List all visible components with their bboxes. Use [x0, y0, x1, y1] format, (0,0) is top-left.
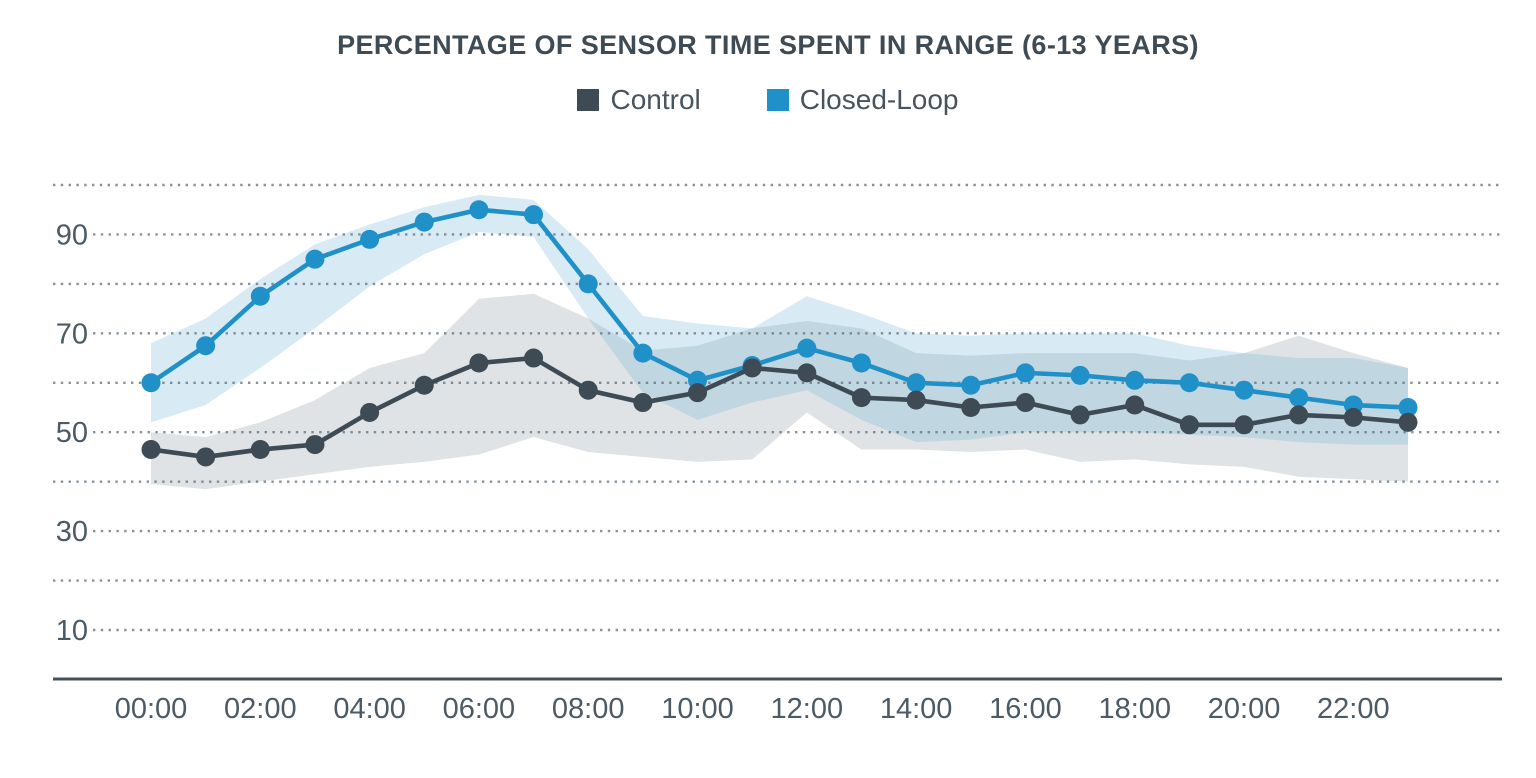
svg-text:10: 10: [56, 615, 88, 647]
svg-text:12:00: 12:00: [771, 693, 844, 725]
svg-text:02:00: 02:00: [224, 693, 297, 725]
svg-text:06:00: 06:00: [443, 693, 516, 725]
control-swatch-icon: [577, 89, 600, 111]
legend-item-control: Control: [577, 84, 701, 116]
chart-title: PERCENTAGE OF SENSOR TIME SPENT IN RANGE…: [337, 30, 1199, 60]
svg-text:70: 70: [56, 318, 88, 350]
svg-text:08:00: 08:00: [552, 693, 625, 725]
control-points: [141, 348, 1418, 467]
legend-label-closed-loop: Closed-Loop: [799, 84, 959, 115]
svg-text:18:00: 18:00: [1098, 693, 1171, 725]
closed-loop-points: [141, 200, 1418, 417]
legend-item-closed-loop: Closed-Loop: [766, 84, 959, 116]
legend: Control Closed-Loop: [0, 84, 1536, 116]
svg-text:22:00: 22:00: [1317, 693, 1390, 725]
svg-text:10:00: 10:00: [661, 693, 734, 725]
svg-text:04:00: 04:00: [333, 693, 406, 725]
confidence-bands: [151, 194, 1408, 490]
legend-label-control: Control: [610, 84, 701, 115]
svg-text:50: 50: [56, 417, 88, 449]
svg-text:30: 30: [56, 516, 88, 548]
svg-text:14:00: 14:00: [880, 693, 953, 725]
svg-text:90: 90: [56, 219, 88, 251]
svg-text:00:00: 00:00: [115, 693, 188, 725]
svg-text:16:00: 16:00: [989, 693, 1062, 725]
y-tick-labels: 10 30 50 70 90: [56, 219, 88, 647]
gridlines: [53, 183, 1502, 632]
svg-text:20:00: 20:00: [1208, 693, 1281, 725]
x-tick-labels: 00:00 02:00 04:00 06:00 08:00 10:00 12:00 14:00…: [115, 693, 1390, 725]
closed-loop-swatch-icon: [766, 89, 789, 111]
